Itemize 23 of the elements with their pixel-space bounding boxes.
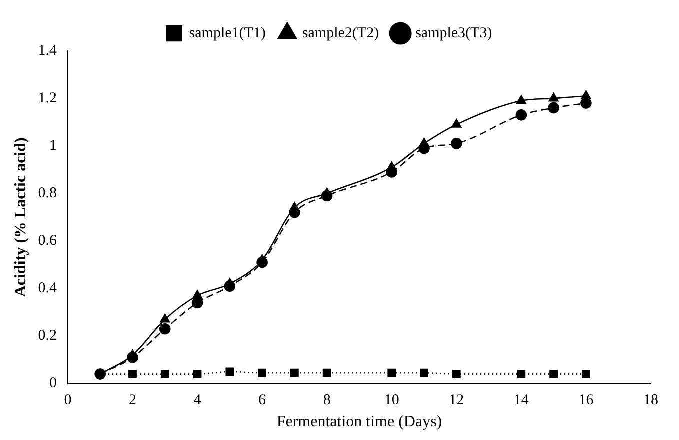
x-tick-label: 0 bbox=[64, 392, 72, 409]
y-tick-label: 1 bbox=[49, 138, 57, 154]
y-tick-label: 0.4 bbox=[38, 280, 58, 297]
legend-label: sample2(T2) bbox=[302, 25, 380, 42]
x-tick-label: 18 bbox=[644, 392, 658, 409]
x-tick-label: 16 bbox=[578, 392, 594, 409]
y-tick-label: 1.2 bbox=[38, 90, 57, 106]
x-tick-label: 2 bbox=[128, 392, 136, 409]
y-tick-label: 0.2 bbox=[38, 328, 57, 344]
y-tick-label: 0.6 bbox=[38, 233, 58, 250]
legend-label: sample1(T1) bbox=[189, 25, 266, 42]
x-tick-label: 8 bbox=[323, 392, 331, 409]
legend-label: sample3(T3) bbox=[416, 25, 492, 42]
x-tick-label: 14 bbox=[514, 392, 530, 409]
y-tick-label: 0 bbox=[49, 376, 57, 392]
x-axis-title: Fermentation time (Days) bbox=[276, 414, 442, 431]
y-tick-label: 1.4 bbox=[38, 42, 58, 59]
x-tick-label: 12 bbox=[449, 392, 464, 409]
x-tick-label: 4 bbox=[194, 392, 202, 409]
x-tick-label: 6 bbox=[258, 392, 267, 409]
y-axis-title: Acidity (% Lactic acid) bbox=[12, 138, 30, 298]
y-tick-label: 0.8 bbox=[38, 186, 57, 202]
x-tick-label: 10 bbox=[384, 392, 400, 409]
